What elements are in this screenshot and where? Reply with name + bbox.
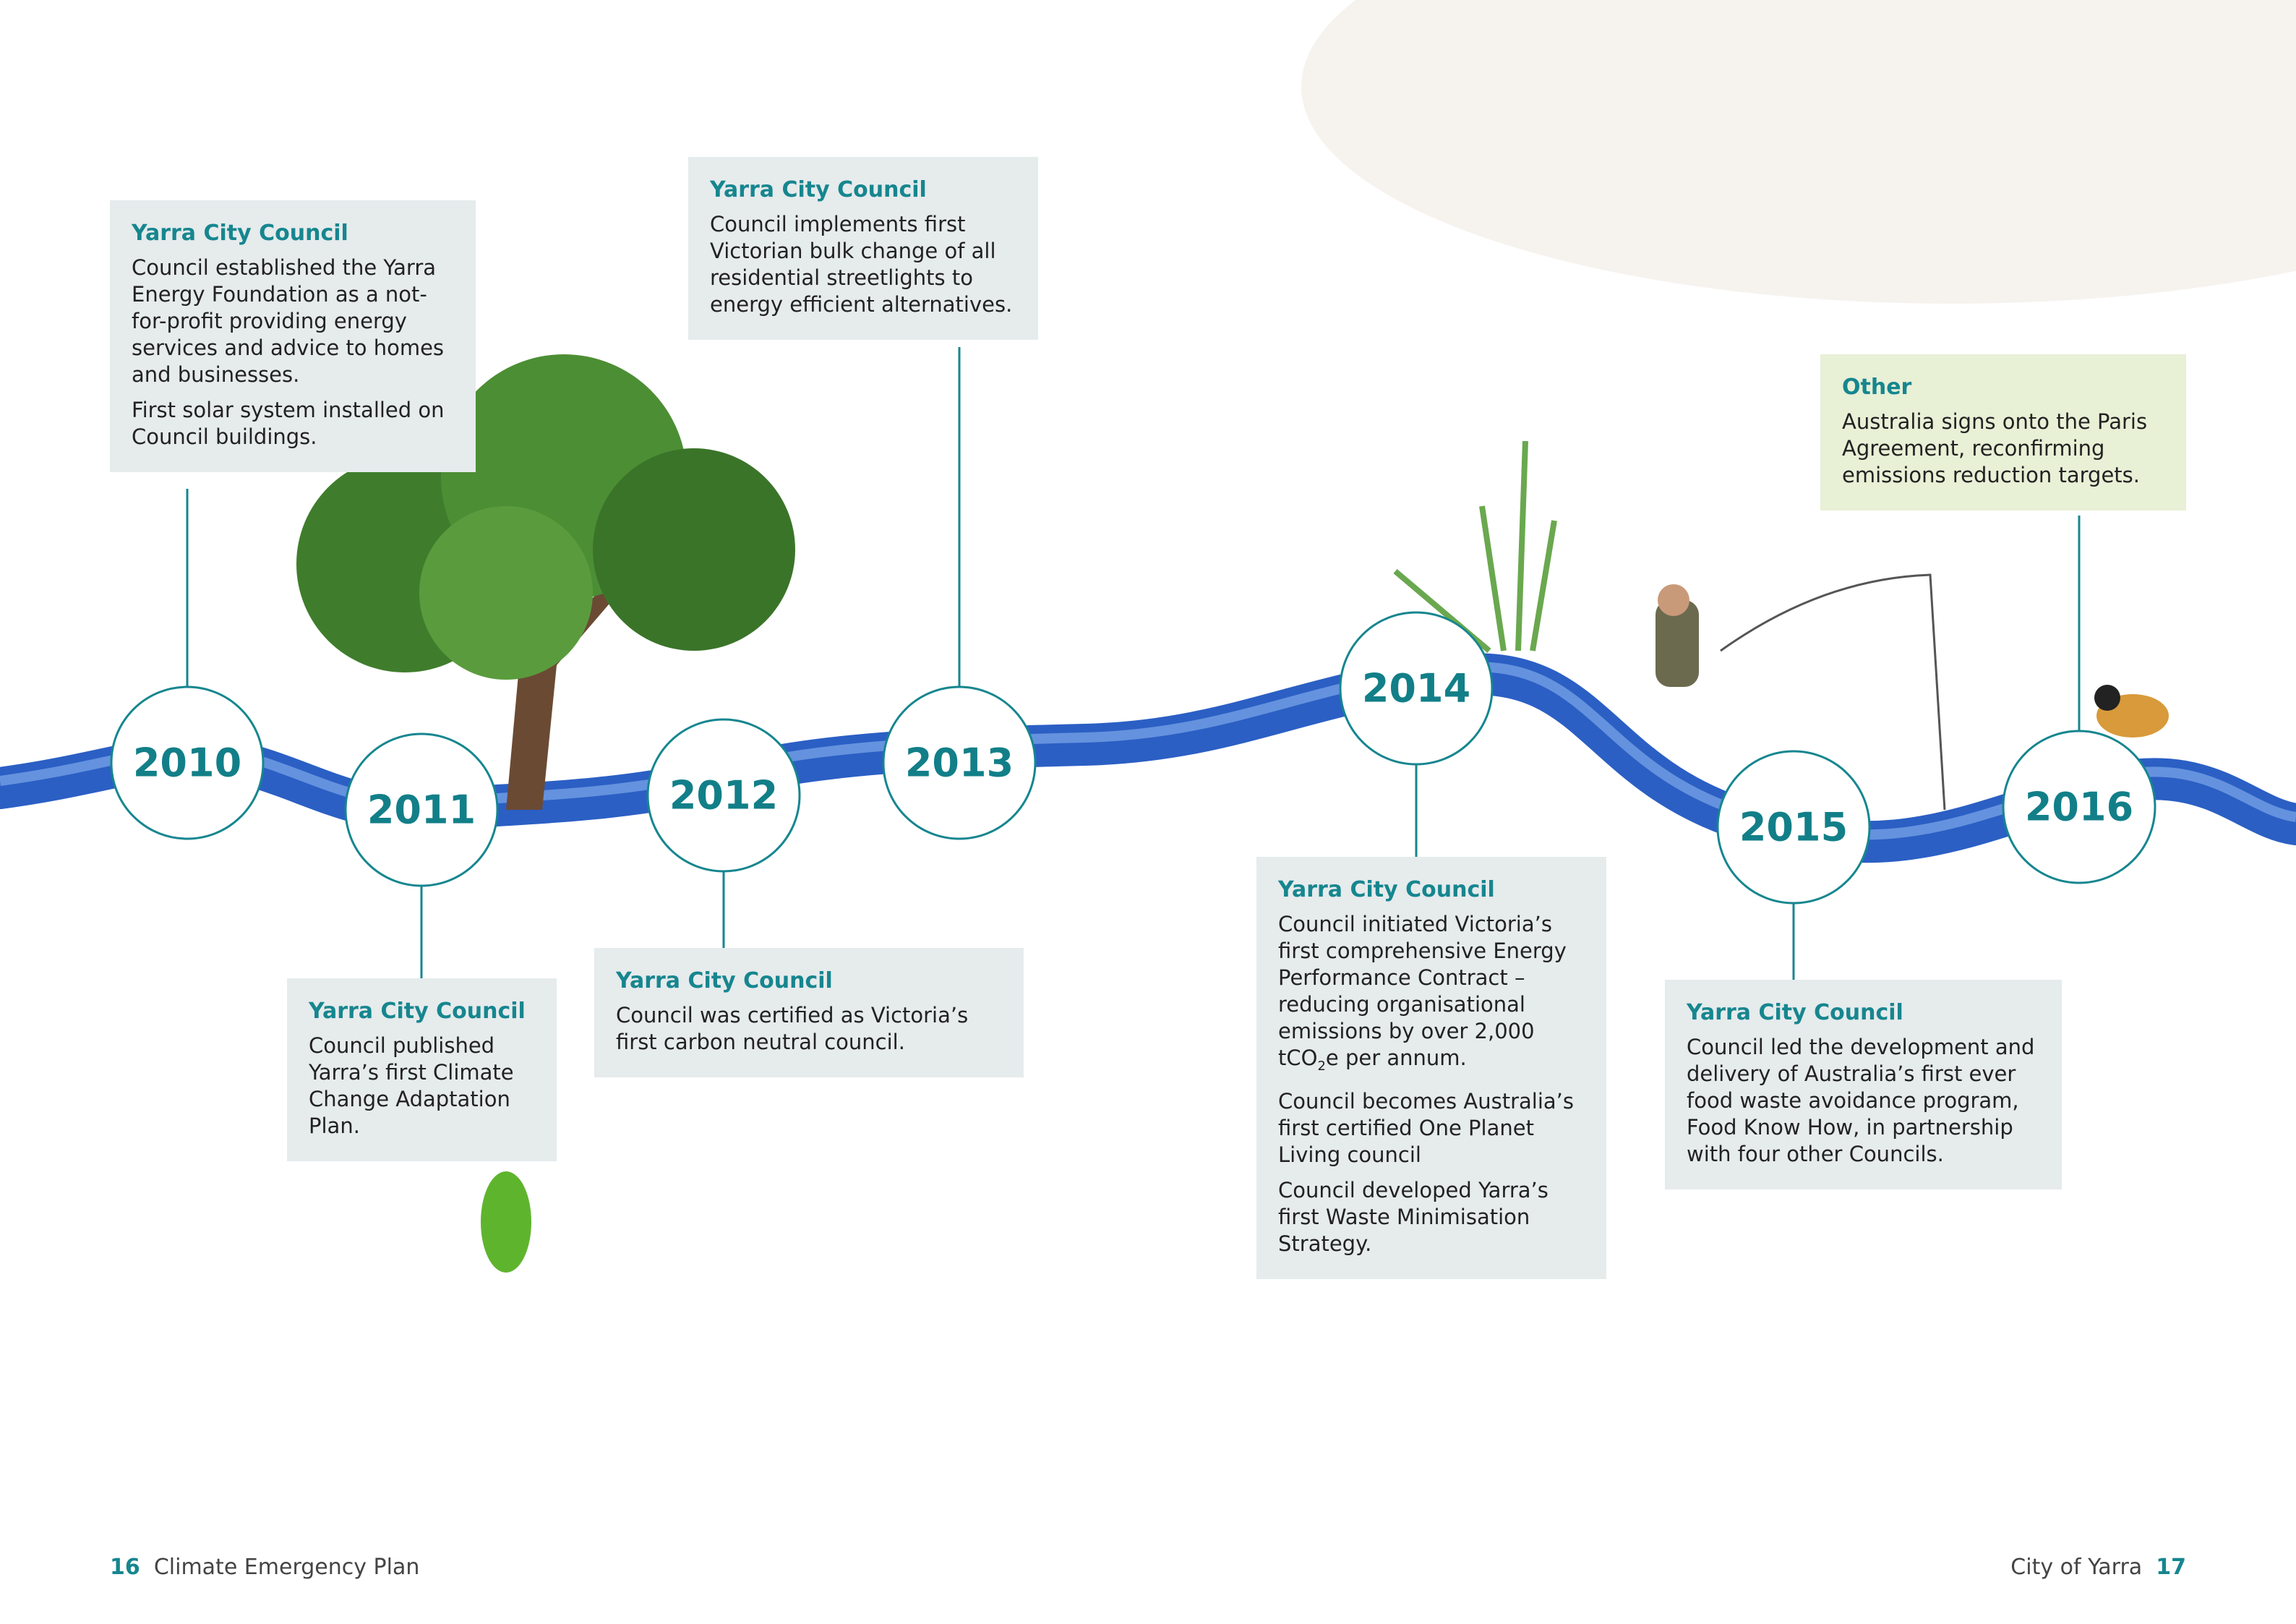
year-label: 2010: [133, 740, 241, 786]
box-heading: Yarra City Council: [1278, 877, 1585, 902]
frog: [481, 1171, 531, 1273]
year-label: 2016: [2025, 785, 2133, 830]
year-label: 2012: [669, 773, 778, 819]
box-paragraph: Council established the Yarra Energy Fou…: [132, 255, 454, 388]
box-heading: Yarra City Council: [616, 968, 1002, 993]
box-paragraph: Council was certified as Victoria’s firs…: [616, 1002, 1002, 1056]
paragraph-text: Council was certified as Victoria’s firs…: [616, 1003, 968, 1054]
page-number: 16: [110, 1555, 140, 1580]
box-paragraph: Australia signs onto the Paris Agreement…: [1842, 409, 2164, 489]
event-box: Yarra City Council Council implements fir…: [688, 157, 1038, 340]
box-paragraph: Council initiated Victoria’s first compr…: [1278, 911, 1585, 1080]
paragraph-text: Council published Yarra’s first Climate …: [309, 1033, 514, 1138]
event-box: Other Australia signs onto the Paris Agre…: [1820, 354, 2186, 510]
box-paragraph: Council published Yarra’s first Climate …: [309, 1033, 535, 1140]
box-paragraph: Council led the development and delivery…: [1687, 1034, 2040, 1168]
paragraph-text: Council implements first Victorian bulk …: [710, 212, 1012, 317]
year-label: 2015: [1739, 805, 1848, 850]
paragraph-text: Council developed Yarra’s first Waste Mi…: [1278, 1178, 1548, 1256]
year-label: 2013: [905, 740, 1014, 786]
footer-right: City of Yarra 17: [2010, 1555, 2186, 1580]
paragraph-text: Australia signs onto the Paris Agreement…: [1842, 409, 2147, 487]
box-heading: Yarra City Council: [309, 999, 535, 1024]
paragraph-text: Council becomes Australia’s first certif…: [1278, 1089, 1574, 1167]
paragraph-text: First solar system installed on Council …: [132, 398, 445, 449]
bird: [2094, 685, 2169, 738]
publication-title: City of Yarra: [2010, 1555, 2142, 1580]
box-paragraph: Council developed Yarra’s first Waste Mi…: [1278, 1177, 1585, 1257]
paragraph-text: Council led the development and delivery…: [1687, 1035, 2034, 1166]
box-paragraph: Council becomes Australia’s first certif…: [1278, 1088, 1585, 1168]
footer-left: 16 Climate Emergency Plan: [110, 1555, 419, 1580]
box-heading: Yarra City Council: [710, 177, 1016, 202]
event-box: Yarra City Council Council published Yarr…: [287, 978, 557, 1161]
page-number: 17: [2156, 1555, 2186, 1580]
event-box: Yarra City Council Council led the develo…: [1665, 980, 2062, 1189]
box-heading: Yarra City Council: [132, 221, 454, 246]
event-box: Yarra City Council Council was certified …: [594, 948, 1024, 1077]
water-wave: [0, 674, 2296, 842]
page: 2010 2011 2012 2013 2014 2015 2016 Yarra City …: [0, 0, 2296, 1624]
box-paragraph: First solar system installed on Council …: [132, 397, 454, 450]
publication-title: Climate Emergency Plan: [154, 1555, 420, 1580]
box-paragraph: Council implements first Victorian bulk …: [710, 211, 1016, 318]
paragraph-text: Council established the Yarra Energy Fou…: [132, 255, 444, 387]
paragraph-text: e per annum.: [1326, 1046, 1467, 1070]
event-box: Yarra City Council Council initiated Vict…: [1256, 857, 1606, 1279]
box-heading: Yarra City Council: [1687, 1000, 2040, 1025]
subscript: 2: [1317, 1059, 1325, 1074]
year-label: 2014: [1362, 666, 1470, 711]
background-blob: [1301, 0, 2296, 304]
event-box: Yarra City Council Council established th…: [110, 200, 476, 472]
box-heading: Other: [1842, 375, 2164, 400]
year-label: 2011: [367, 787, 476, 833]
